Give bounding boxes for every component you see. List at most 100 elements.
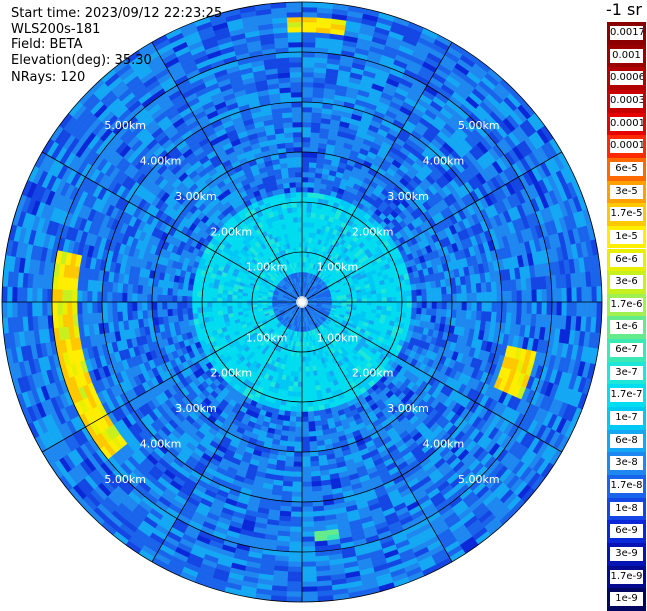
ppi-cell (512, 302, 517, 313)
ppi-cell (313, 406, 319, 412)
ppi-cell (567, 302, 572, 316)
ppi-cell (290, 527, 302, 532)
ppi-cell (302, 367, 306, 372)
ppi-cell (457, 302, 462, 310)
ppi-cell (401, 307, 406, 313)
ppi-cell (302, 477, 311, 482)
ppi-cell (302, 397, 307, 402)
ppi-cell (396, 307, 401, 312)
ppi-cell (302, 582, 317, 587)
ppi-cell (492, 302, 497, 312)
ppi-cell (427, 302, 432, 309)
ppi-cell (426, 288, 432, 295)
ppi-cell (286, 597, 302, 602)
ppi-cell (302, 552, 315, 557)
ppi-cell (302, 202, 307, 207)
ppi-cell (587, 287, 592, 302)
ppi-cell (417, 302, 422, 308)
ppi-cell (298, 367, 302, 372)
ppi-cell (406, 308, 411, 314)
ppi-cell (302, 382, 306, 387)
ppi-cell (293, 387, 298, 392)
ppi-cell (486, 282, 492, 292)
ppi-cell (302, 372, 306, 377)
ppi-cell (302, 357, 305, 362)
ppi-cell (456, 285, 462, 294)
ppi-cell (293, 467, 302, 472)
ppi-cell (382, 298, 387, 302)
ppi-cell (306, 217, 311, 222)
ppi-cell (295, 437, 302, 442)
ppi-cell (302, 57, 315, 62)
ppi-cell (487, 292, 492, 302)
ppi-cell (502, 302, 507, 313)
ppi-cell (592, 287, 597, 302)
ppi-cell (532, 290, 537, 302)
ppi-cell (305, 362, 309, 367)
ppi-cell (311, 471, 320, 477)
ppi-cell (302, 102, 312, 107)
ppi-cell (392, 297, 397, 302)
ppi-cell (436, 309, 442, 317)
ppi-cell (447, 302, 452, 310)
ppi-cell (302, 67, 314, 72)
ppi-cell (308, 421, 315, 426)
ppi-cell (411, 290, 416, 296)
ppi-cell (302, 462, 311, 467)
ppi-cell (386, 288, 392, 293)
ppi-cell (311, 476, 321, 482)
ppi-cell (481, 283, 487, 293)
ppi-cell (294, 457, 302, 462)
ppi-cell (310, 456, 319, 462)
ppi-cell (527, 290, 532, 302)
ppi-cell (309, 441, 317, 447)
ppi-cell (372, 294, 377, 298)
ppi-cell (311, 466, 320, 472)
ppi-cell (302, 227, 306, 232)
ppi-cell (287, 436, 295, 442)
ppi-cell (282, 486, 292, 492)
ppi-cell (292, 487, 302, 492)
ppi-cell (287, 582, 302, 587)
ppi-cell (437, 295, 442, 302)
ppi-cell (302, 207, 307, 212)
ppi-cell (352, 302, 357, 305)
ppi-cell (547, 289, 552, 302)
ppi-cell (302, 62, 315, 67)
ppi-cell (371, 290, 376, 294)
ppi-cell (304, 347, 307, 352)
ppi-cell (295, 432, 302, 437)
ppi-cell (577, 287, 582, 302)
ppi-cell (396, 292, 401, 297)
ppi-cell (294, 447, 302, 452)
ppi-cell (562, 288, 567, 302)
ppi-cell (302, 567, 316, 572)
ppi-cell (487, 302, 492, 312)
ppi-cell (377, 302, 382, 306)
ppi-cell (357, 299, 362, 302)
ppi-cell (291, 502, 302, 507)
ppi-cell (288, 557, 302, 562)
ppi-cell (462, 302, 467, 311)
ppi-cell (298, 382, 302, 387)
ppi-cell (302, 217, 306, 222)
ppi-cell (288, 572, 302, 577)
ppi-cell (582, 287, 587, 302)
ppi-cell (476, 311, 482, 321)
ppi-cell (401, 291, 406, 297)
ppi-cell (302, 492, 312, 497)
ppi-cell (287, 587, 302, 592)
ppi-cell (377, 294, 382, 298)
ppi-cell (297, 387, 302, 392)
ppi-cell (587, 302, 592, 317)
ppi-cell (287, 441, 295, 447)
ppi-cell (302, 37, 316, 42)
ppi-cell (391, 287, 397, 292)
ppi-cell (422, 302, 427, 309)
ppi-cell (289, 421, 296, 426)
ppi-cell (302, 127, 311, 132)
ppi-cell (291, 406, 297, 411)
ppi-cell (296, 412, 302, 417)
ppi-cell (302, 532, 314, 537)
